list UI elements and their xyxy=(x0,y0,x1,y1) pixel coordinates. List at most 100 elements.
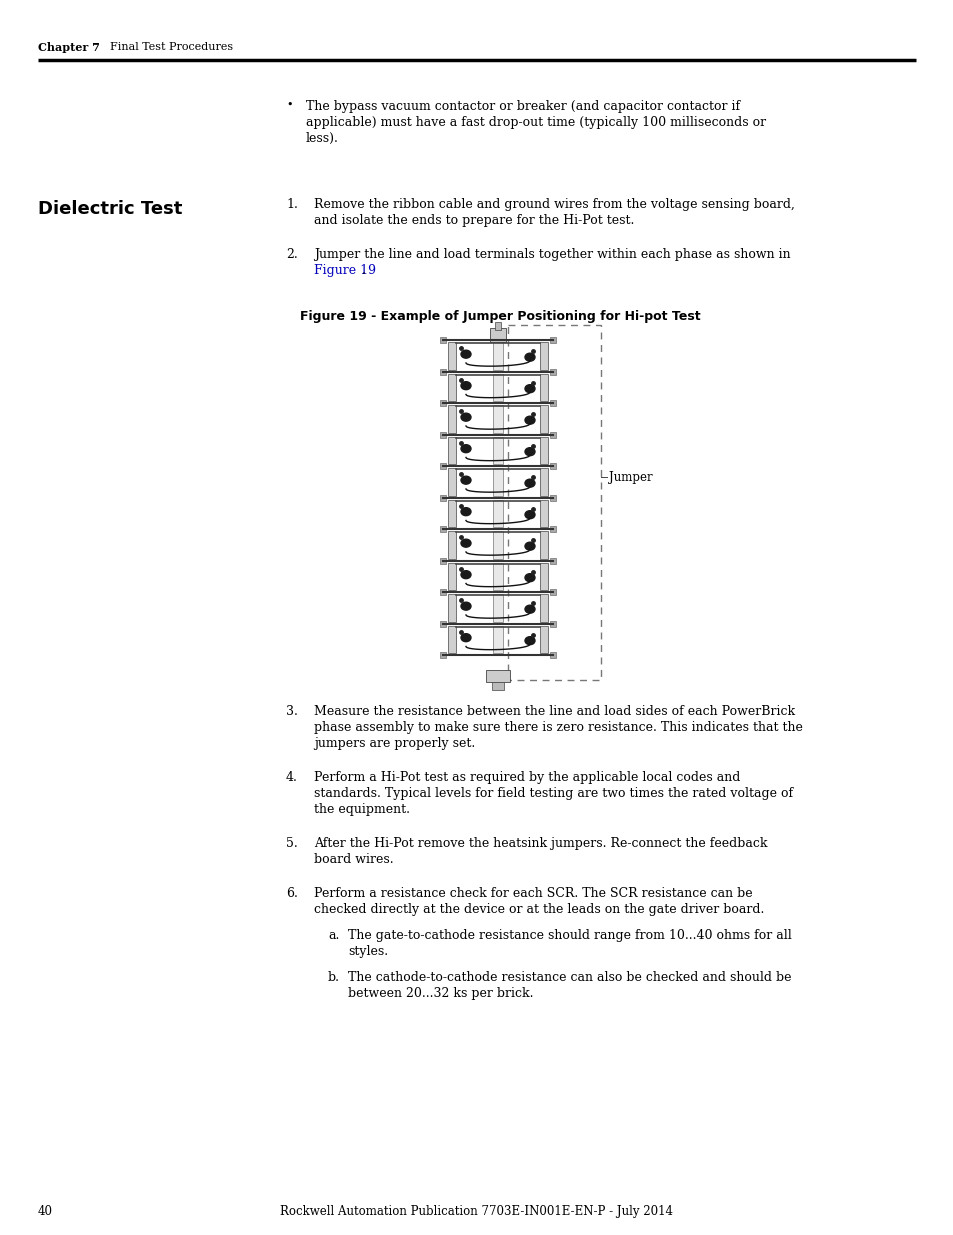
Text: Chapter 7: Chapter 7 xyxy=(38,42,100,53)
Text: Perform a Hi-Pot test as required by the applicable local codes and: Perform a Hi-Pot test as required by the… xyxy=(314,771,740,784)
Bar xyxy=(439,337,446,343)
Bar xyxy=(492,682,503,690)
Ellipse shape xyxy=(460,477,471,484)
Text: Perform a resistance check for each SCR. The SCR resistance can be: Perform a resistance check for each SCR.… xyxy=(314,887,752,900)
Bar xyxy=(550,431,556,437)
Bar xyxy=(448,499,456,527)
Text: Measure the resistance between the line and load sides of each PowerBrick: Measure the resistance between the line … xyxy=(314,705,794,718)
Bar xyxy=(493,342,502,369)
Bar xyxy=(439,620,446,626)
Text: •: • xyxy=(286,100,293,110)
Ellipse shape xyxy=(524,447,535,456)
Text: 5.: 5. xyxy=(286,837,297,850)
Ellipse shape xyxy=(460,382,471,390)
Text: Jumper the line and load terminals together within each phase as shown in: Jumper the line and load terminals toget… xyxy=(314,248,790,261)
Text: b.: b. xyxy=(328,971,339,984)
Bar xyxy=(550,620,556,626)
Bar xyxy=(448,373,456,401)
Text: Dielectric Test: Dielectric Test xyxy=(38,200,182,219)
Bar xyxy=(439,652,446,658)
Ellipse shape xyxy=(524,574,535,582)
Bar xyxy=(490,329,505,342)
Text: phase assembly to make sure there is zero resistance. This indicates that the: phase assembly to make sure there is zer… xyxy=(314,721,802,734)
Text: Rockwell Automation Publication 7703E-IN001E-EN-P - July 2014: Rockwell Automation Publication 7703E-IN… xyxy=(280,1205,673,1218)
Ellipse shape xyxy=(460,351,471,358)
Bar xyxy=(439,368,446,374)
Text: 2.: 2. xyxy=(286,248,297,261)
Text: Jumper: Jumper xyxy=(608,471,652,484)
Bar xyxy=(439,526,446,532)
Bar xyxy=(539,373,547,401)
Bar xyxy=(495,322,500,330)
Text: board wires.: board wires. xyxy=(314,853,394,866)
Bar xyxy=(550,652,556,658)
Text: standards. Typical levels for field testing are two times the rated voltage of: standards. Typical levels for field test… xyxy=(314,787,792,800)
Text: checked directly at the device or at the leads on the gate driver board.: checked directly at the device or at the… xyxy=(314,903,763,916)
Bar xyxy=(439,431,446,437)
Text: 1.: 1. xyxy=(286,198,297,211)
Ellipse shape xyxy=(460,414,471,421)
Bar xyxy=(539,531,547,558)
Bar xyxy=(493,436,502,464)
Ellipse shape xyxy=(460,603,471,610)
Bar xyxy=(448,342,456,369)
Text: Final Test Procedures: Final Test Procedures xyxy=(96,42,233,52)
Bar xyxy=(448,594,456,621)
Bar xyxy=(539,625,547,653)
Text: .: . xyxy=(361,264,366,277)
Bar xyxy=(448,436,456,464)
Bar xyxy=(539,405,547,432)
Ellipse shape xyxy=(524,479,535,487)
Ellipse shape xyxy=(460,634,471,642)
Bar xyxy=(448,625,456,653)
Bar xyxy=(448,562,456,590)
Ellipse shape xyxy=(460,540,471,547)
Text: 6.: 6. xyxy=(286,887,297,900)
Text: less).: less). xyxy=(306,132,338,144)
Bar xyxy=(550,557,556,563)
Bar xyxy=(539,562,547,590)
Bar xyxy=(439,589,446,595)
Text: the equipment.: the equipment. xyxy=(314,803,410,816)
Bar xyxy=(550,526,556,532)
Bar xyxy=(550,400,556,406)
Bar xyxy=(439,463,446,469)
Bar xyxy=(448,405,456,432)
Text: between 20...32 ks per brick.: between 20...32 ks per brick. xyxy=(348,987,533,1000)
Bar xyxy=(550,337,556,343)
Text: 3.: 3. xyxy=(286,705,297,718)
Bar xyxy=(493,499,502,527)
Text: applicable) must have a fast drop-out time (typically 100 milliseconds or: applicable) must have a fast drop-out ti… xyxy=(306,116,765,128)
Bar xyxy=(439,400,446,406)
Bar xyxy=(439,557,446,563)
Bar xyxy=(550,463,556,469)
Text: The bypass vacuum contactor or breaker (and capacitor contactor if: The bypass vacuum contactor or breaker (… xyxy=(306,100,740,112)
Ellipse shape xyxy=(460,571,471,579)
Ellipse shape xyxy=(524,542,535,550)
Ellipse shape xyxy=(524,416,535,424)
Ellipse shape xyxy=(524,353,535,361)
Bar xyxy=(539,499,547,527)
Bar xyxy=(493,373,502,401)
Text: Remove the ribbon cable and ground wires from the voltage sensing board,: Remove the ribbon cable and ground wires… xyxy=(314,198,794,211)
Bar xyxy=(485,671,510,682)
Bar xyxy=(448,531,456,558)
Bar xyxy=(493,531,502,558)
Bar xyxy=(493,468,502,495)
Bar xyxy=(550,494,556,500)
Ellipse shape xyxy=(524,637,535,645)
Ellipse shape xyxy=(460,508,471,516)
Bar xyxy=(550,589,556,595)
Text: and isolate the ends to prepare for the Hi-Pot test.: and isolate the ends to prepare for the … xyxy=(314,214,634,227)
Text: The cathode-to-cathode resistance can also be checked and should be: The cathode-to-cathode resistance can al… xyxy=(348,971,791,984)
Text: a.: a. xyxy=(328,929,339,942)
Text: styles.: styles. xyxy=(348,945,388,958)
Bar xyxy=(539,594,547,621)
Bar xyxy=(539,436,547,464)
Text: Figure 19: Figure 19 xyxy=(314,264,375,277)
Bar xyxy=(439,494,446,500)
Text: The gate-to-cathode resistance should range from 10...40 ohms for all: The gate-to-cathode resistance should ra… xyxy=(348,929,791,942)
Bar xyxy=(493,625,502,653)
Bar xyxy=(493,594,502,621)
Ellipse shape xyxy=(524,511,535,519)
